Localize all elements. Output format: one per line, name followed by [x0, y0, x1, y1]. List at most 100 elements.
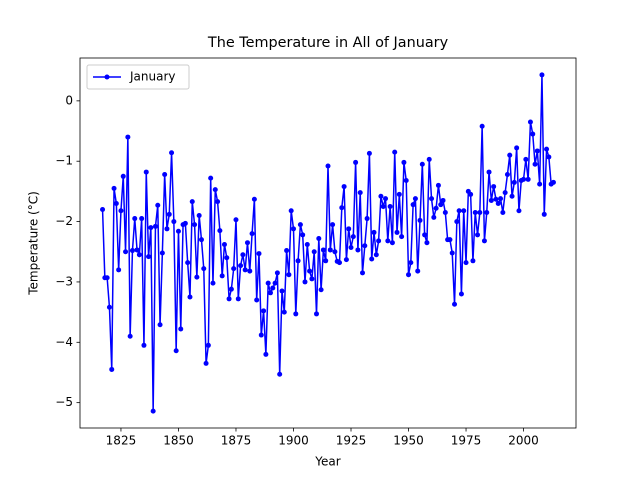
- marker: [157, 322, 163, 328]
- marker: [495, 200, 501, 206]
- marker: [208, 175, 214, 181]
- marker: [472, 210, 478, 216]
- marker: [139, 216, 145, 222]
- marker: [525, 176, 531, 182]
- marker: [360, 270, 366, 276]
- marker: [228, 286, 234, 292]
- marker: [461, 208, 467, 214]
- marker: [313, 311, 319, 317]
- marker: [116, 267, 122, 273]
- marker: [454, 219, 460, 225]
- marker: [205, 342, 211, 348]
- marker: [341, 184, 347, 190]
- marker: [129, 248, 135, 254]
- marker: [238, 263, 244, 269]
- marker: [346, 226, 352, 232]
- marker: [470, 258, 476, 264]
- marker: [507, 152, 513, 158]
- marker: [376, 238, 382, 244]
- marker: [373, 252, 379, 258]
- marker: [258, 332, 264, 338]
- marker: [523, 156, 529, 162]
- marker: [152, 223, 158, 229]
- legend-label: January: [129, 70, 176, 84]
- marker: [468, 191, 474, 197]
- marker: [127, 333, 133, 339]
- legend-box: [86, 64, 190, 90]
- marker: [502, 190, 508, 196]
- marker: [550, 179, 556, 185]
- marker: [337, 260, 343, 266]
- marker: [242, 267, 248, 273]
- marker: [100, 207, 106, 213]
- marker: [261, 308, 267, 314]
- marker: [343, 257, 349, 263]
- marker: [488, 197, 494, 203]
- marker: [279, 288, 285, 294]
- plot-frame: [79, 57, 577, 429]
- marker: [442, 210, 448, 216]
- marker: [544, 146, 550, 152]
- marker: [219, 273, 225, 279]
- y-tick-label: −2: [55, 214, 73, 228]
- x-tick-label: 1825: [106, 434, 137, 448]
- marker: [415, 268, 421, 274]
- marker: [424, 240, 430, 246]
- marker: [118, 208, 124, 214]
- marker: [194, 274, 200, 280]
- marker: [514, 145, 520, 151]
- marker: [389, 240, 395, 246]
- marker: [293, 311, 299, 317]
- marker: [449, 250, 455, 256]
- marker: [458, 291, 464, 297]
- marker: [403, 178, 409, 184]
- marker: [307, 268, 313, 274]
- marker: [210, 280, 216, 286]
- marker: [355, 247, 361, 253]
- marker: [235, 296, 241, 302]
- x-tick-label: 1925: [336, 434, 367, 448]
- marker: [475, 232, 481, 238]
- marker: [284, 248, 290, 254]
- marker: [178, 326, 184, 332]
- marker: [362, 243, 368, 249]
- marker: [516, 208, 522, 214]
- x-tick-label: 1950: [393, 434, 424, 448]
- marker: [226, 296, 232, 302]
- marker: [281, 309, 287, 315]
- marker: [244, 240, 250, 246]
- marker: [417, 217, 423, 223]
- marker: [369, 256, 375, 262]
- marker: [452, 301, 458, 307]
- marker: [378, 193, 384, 199]
- marker: [339, 205, 345, 211]
- marker: [136, 252, 142, 258]
- marker: [357, 190, 363, 196]
- marker: [537, 181, 543, 187]
- marker: [148, 225, 154, 231]
- marker: [498, 196, 504, 202]
- marker: [182, 220, 188, 226]
- marker: [318, 287, 324, 293]
- marker: [196, 213, 202, 219]
- y-tick-label: −3: [55, 274, 73, 288]
- x-tick-label: 1875: [221, 434, 252, 448]
- marker: [422, 232, 428, 238]
- chart-title: The Temperature in All of January: [207, 35, 449, 51]
- y-axis-label: Temperature (°C): [27, 191, 41, 296]
- marker: [511, 179, 517, 185]
- marker: [392, 149, 398, 155]
- marker: [185, 260, 191, 266]
- marker: [171, 219, 177, 225]
- marker: [141, 342, 147, 348]
- marker: [323, 258, 329, 264]
- marker: [198, 237, 204, 243]
- y-tick-label: −5: [55, 395, 73, 409]
- marker: [304, 242, 310, 248]
- marker: [111, 185, 117, 191]
- marker: [265, 280, 271, 286]
- marker: [484, 210, 490, 216]
- marker: [146, 254, 152, 260]
- marker: [353, 159, 359, 165]
